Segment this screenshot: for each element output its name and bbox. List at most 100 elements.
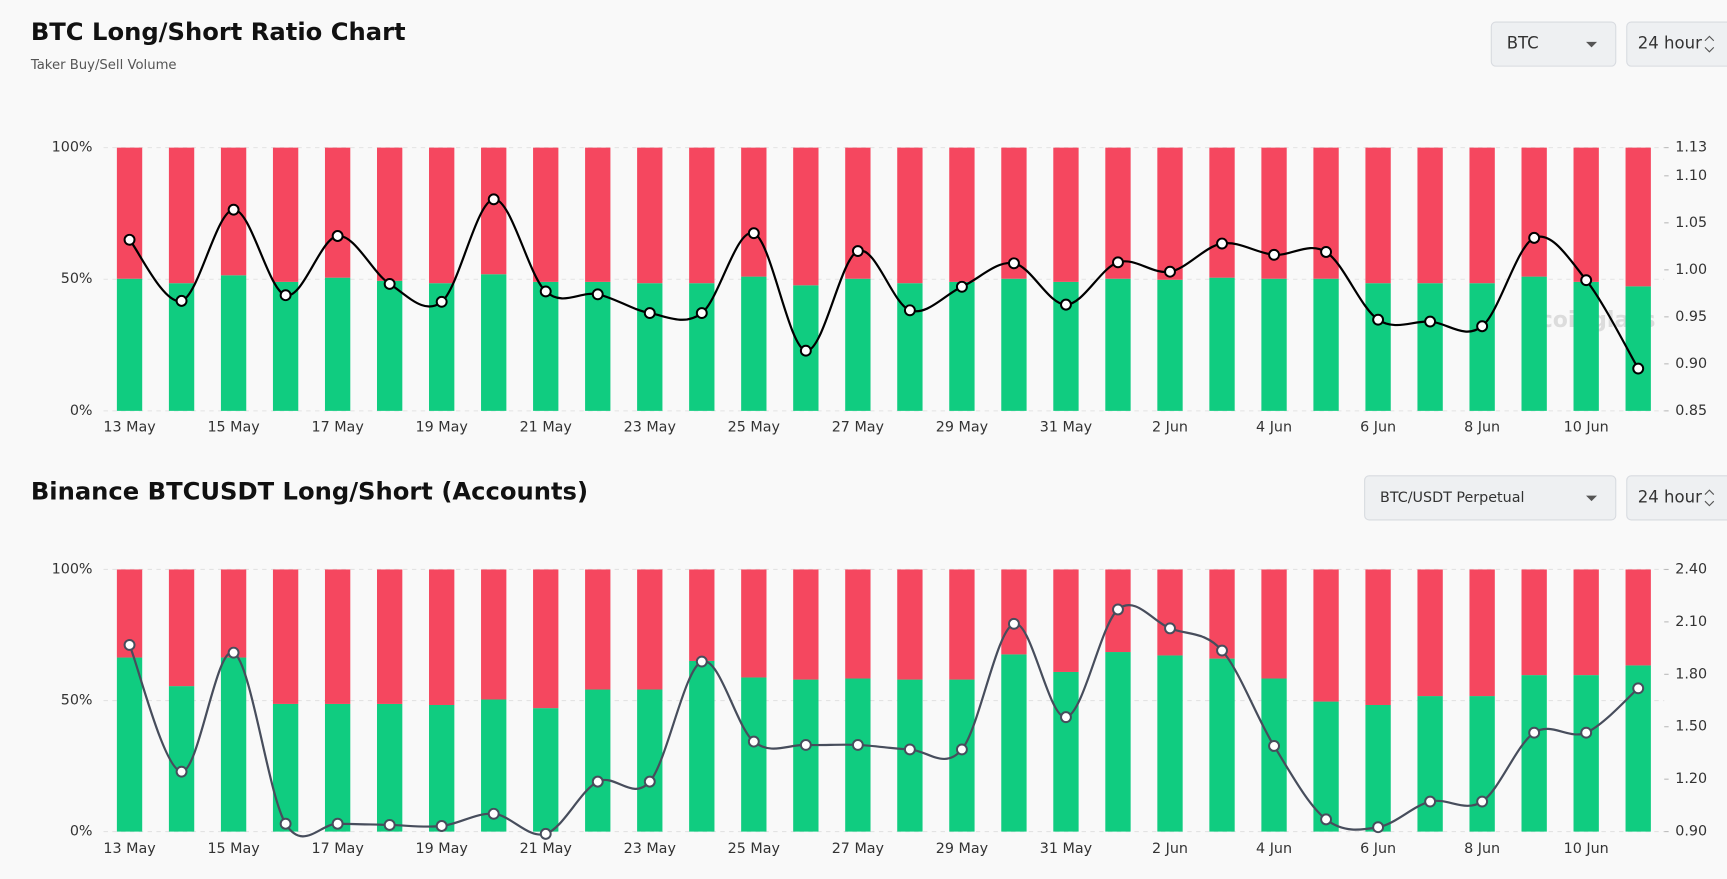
ratio-point <box>1060 711 1072 724</box>
x-tick-label: 4 Jun <box>1256 841 1292 857</box>
bar-segment <box>1313 569 1339 702</box>
bar-segment <box>949 147 975 282</box>
bar-segment <box>845 147 871 279</box>
x-tick-label: 4 Jun <box>1256 419 1292 435</box>
x-tick-label: 19 May <box>416 841 469 857</box>
dropdown-text[interactable]: 24 hour <box>1638 34 1702 53</box>
bar-segment <box>429 147 455 284</box>
ratio-point <box>1112 603 1124 616</box>
dropdown[interactable] <box>1364 475 1617 521</box>
bar-segment <box>949 281 975 411</box>
caret <box>1586 495 1598 502</box>
ratio-point <box>1320 813 1333 826</box>
bar-segment <box>272 281 299 411</box>
bar-segment <box>272 569 299 704</box>
ratio-point <box>1372 821 1385 834</box>
ratio-point <box>903 304 916 317</box>
spinner <box>1704 489 1715 507</box>
y-tick-label: 0% <box>70 403 93 419</box>
bar-segment <box>1469 696 1495 832</box>
bar-segment <box>1001 569 1027 655</box>
ratio-point <box>695 655 708 668</box>
bar-segment <box>1157 147 1183 280</box>
bar-segment <box>1209 277 1235 411</box>
chart-subtitle: Taker Buy/Sell Volume <box>30 58 177 73</box>
ratio-point <box>539 827 552 840</box>
x-tick-label: 2 Jun <box>1152 841 1188 857</box>
bar-segment <box>793 679 819 832</box>
ratio-point <box>1268 740 1280 752</box>
control[interactable]: BTC/USDT Perpetual <box>1364 475 1617 521</box>
y2-tick-label: 1.10 <box>1675 168 1707 184</box>
control[interactable]: BTC <box>1490 21 1617 67</box>
bar-segment <box>481 274 507 411</box>
x-tick-label: 23 May <box>624 419 677 435</box>
bar-segment <box>272 703 299 832</box>
ratio-point <box>227 646 240 659</box>
control[interactable]: 24 hour <box>1626 475 1727 521</box>
bar-segment <box>897 569 923 680</box>
bar-segment <box>949 569 975 680</box>
ratio-point <box>279 817 292 830</box>
y2-tick-label: 1.80 <box>1675 666 1707 682</box>
bar-segment <box>637 569 663 690</box>
caret <box>1586 41 1598 48</box>
bar-segment <box>949 679 975 832</box>
y2-tick-label: 0.85 <box>1675 403 1707 419</box>
ratio-point <box>1060 298 1072 311</box>
bar-segment <box>1521 276 1547 411</box>
bar-segment <box>1157 655 1183 832</box>
dropdown[interactable] <box>1490 21 1617 67</box>
bar-segment <box>376 703 403 832</box>
ratio-point <box>1424 315 1437 328</box>
bar-segment <box>585 689 611 832</box>
bar-segment <box>897 147 923 284</box>
x-tick-label: 25 May <box>728 841 781 857</box>
bar-segment <box>1053 569 1079 672</box>
y2-tick-label: 1.50 <box>1675 719 1707 735</box>
bar-segment <box>1157 569 1183 656</box>
x-tick-label: 29 May <box>936 841 989 857</box>
bar-segment <box>741 147 767 277</box>
x-tick-label: 31 May <box>1040 419 1093 435</box>
bar-segment <box>741 569 767 678</box>
bar-segment <box>1157 279 1183 411</box>
dropdown[interactable] <box>1626 21 1727 67</box>
ratio-point <box>1216 237 1228 250</box>
y2-tick-label: 1.20 <box>1675 771 1707 787</box>
bar-segment <box>1417 283 1443 411</box>
bar-segment <box>533 147 559 282</box>
bar-segment <box>324 147 351 278</box>
bar-segment <box>1521 569 1547 676</box>
x-tick-label: 6 Jun <box>1360 419 1396 435</box>
x-tick-label: 21 May <box>520 841 573 857</box>
y2-tick-label: 2.40 <box>1675 561 1707 577</box>
ratio-point <box>383 819 396 831</box>
bar-segment <box>1105 278 1131 411</box>
bar-segment <box>1001 278 1027 411</box>
control[interactable]: 24 hour <box>1626 21 1727 67</box>
ratio-point <box>851 738 864 751</box>
bar-segment <box>741 276 767 411</box>
y2-tick-label: 1.13 <box>1675 140 1707 156</box>
ratio-point <box>1112 256 1124 269</box>
dropdown[interactable] <box>1626 475 1727 521</box>
dropdown-text[interactable]: BTC/USDT Perpetual <box>1380 490 1524 506</box>
x-tick-label: 25 May <box>728 419 781 435</box>
dropdown-text[interactable]: 24 hour <box>1638 487 1702 506</box>
ratio-point <box>1476 795 1489 808</box>
ratio-point <box>1580 726 1593 739</box>
x-tick-label: 10 Jun <box>1564 419 1609 435</box>
ratio-point <box>1632 362 1645 375</box>
dropdown-text[interactable]: BTC <box>1507 34 1539 53</box>
ratio-point <box>1164 622 1176 635</box>
ratio-point <box>175 294 188 307</box>
ratio-point <box>487 193 500 206</box>
y-tick-label: 0% <box>70 824 93 840</box>
ratio-point <box>1164 265 1176 278</box>
x-tick-label: 27 May <box>832 841 885 857</box>
bar-segment <box>1261 278 1287 411</box>
bar-segment <box>689 660 715 832</box>
bar-segment <box>324 703 351 832</box>
bar-segment <box>1625 286 1651 411</box>
